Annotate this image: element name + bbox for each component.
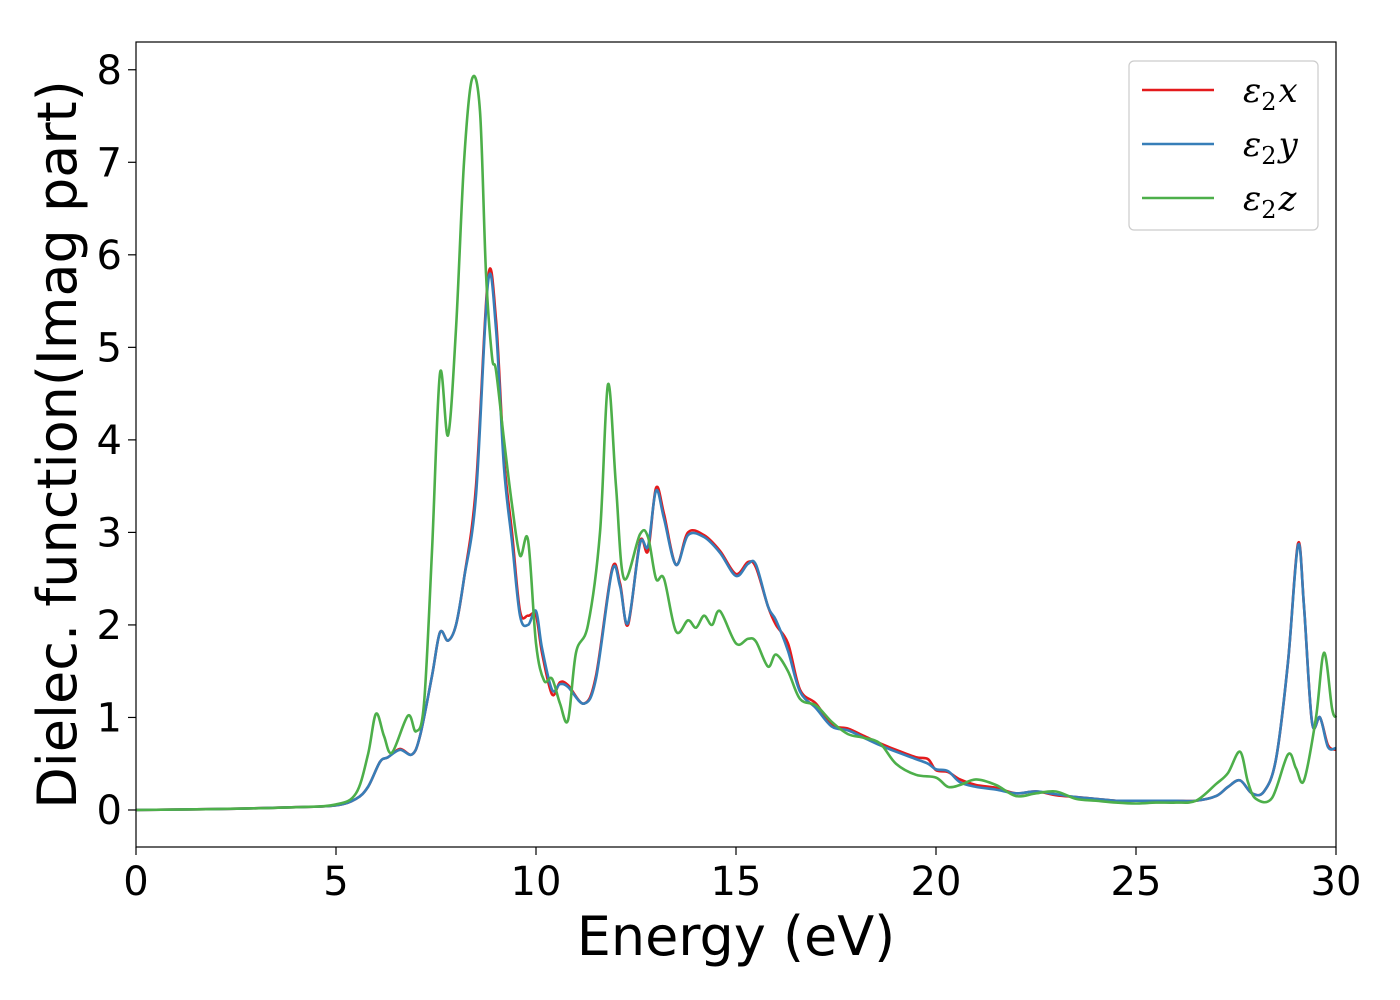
x-tick-label: 20: [911, 859, 962, 905]
x-tick-label: 10: [511, 859, 562, 905]
y-tick-label: 1: [97, 695, 122, 741]
legend-label-z: ε2z: [1243, 179, 1298, 224]
y-tick-label: 8: [97, 48, 122, 94]
y-tick-label: 5: [97, 325, 122, 371]
y-tick-label: 2: [97, 603, 122, 649]
series-line-x: [135, 267, 1337, 812]
y-axis-ticks: 0 1 2 3 4 5 6 7 8: [97, 48, 136, 834]
legend: ε2x ε2y ε2z: [1128, 60, 1319, 231]
series-layer: [135, 74, 1338, 812]
legend-box: [1128, 60, 1319, 231]
series-line-z: [135, 74, 1338, 812]
y-tick-label: 4: [97, 418, 122, 464]
legend-label-y: ε2y: [1243, 125, 1299, 170]
y-tick-label: 7: [97, 140, 122, 186]
x-axis-ticks: 0 5 10 15 20 25 30: [123, 847, 1361, 905]
y-tick-label: 3: [97, 510, 122, 556]
x-tick-label: 0: [123, 859, 148, 905]
y-axis-title: Dielec. function(Imag part): [26, 80, 89, 809]
x-tick-label: 15: [711, 859, 762, 905]
series-line-y: [135, 272, 1337, 812]
legend-label-x: ε2x: [1243, 71, 1298, 116]
x-tick-label: 25: [1111, 859, 1162, 905]
plot-frame: [135, 41, 1337, 848]
x-tick-label: 5: [323, 859, 348, 905]
y-tick-label: 6: [97, 233, 122, 279]
x-axis-title: Energy (eV): [577, 905, 896, 968]
y-tick-label: 0: [97, 788, 122, 834]
x-tick-label: 30: [1311, 859, 1362, 905]
